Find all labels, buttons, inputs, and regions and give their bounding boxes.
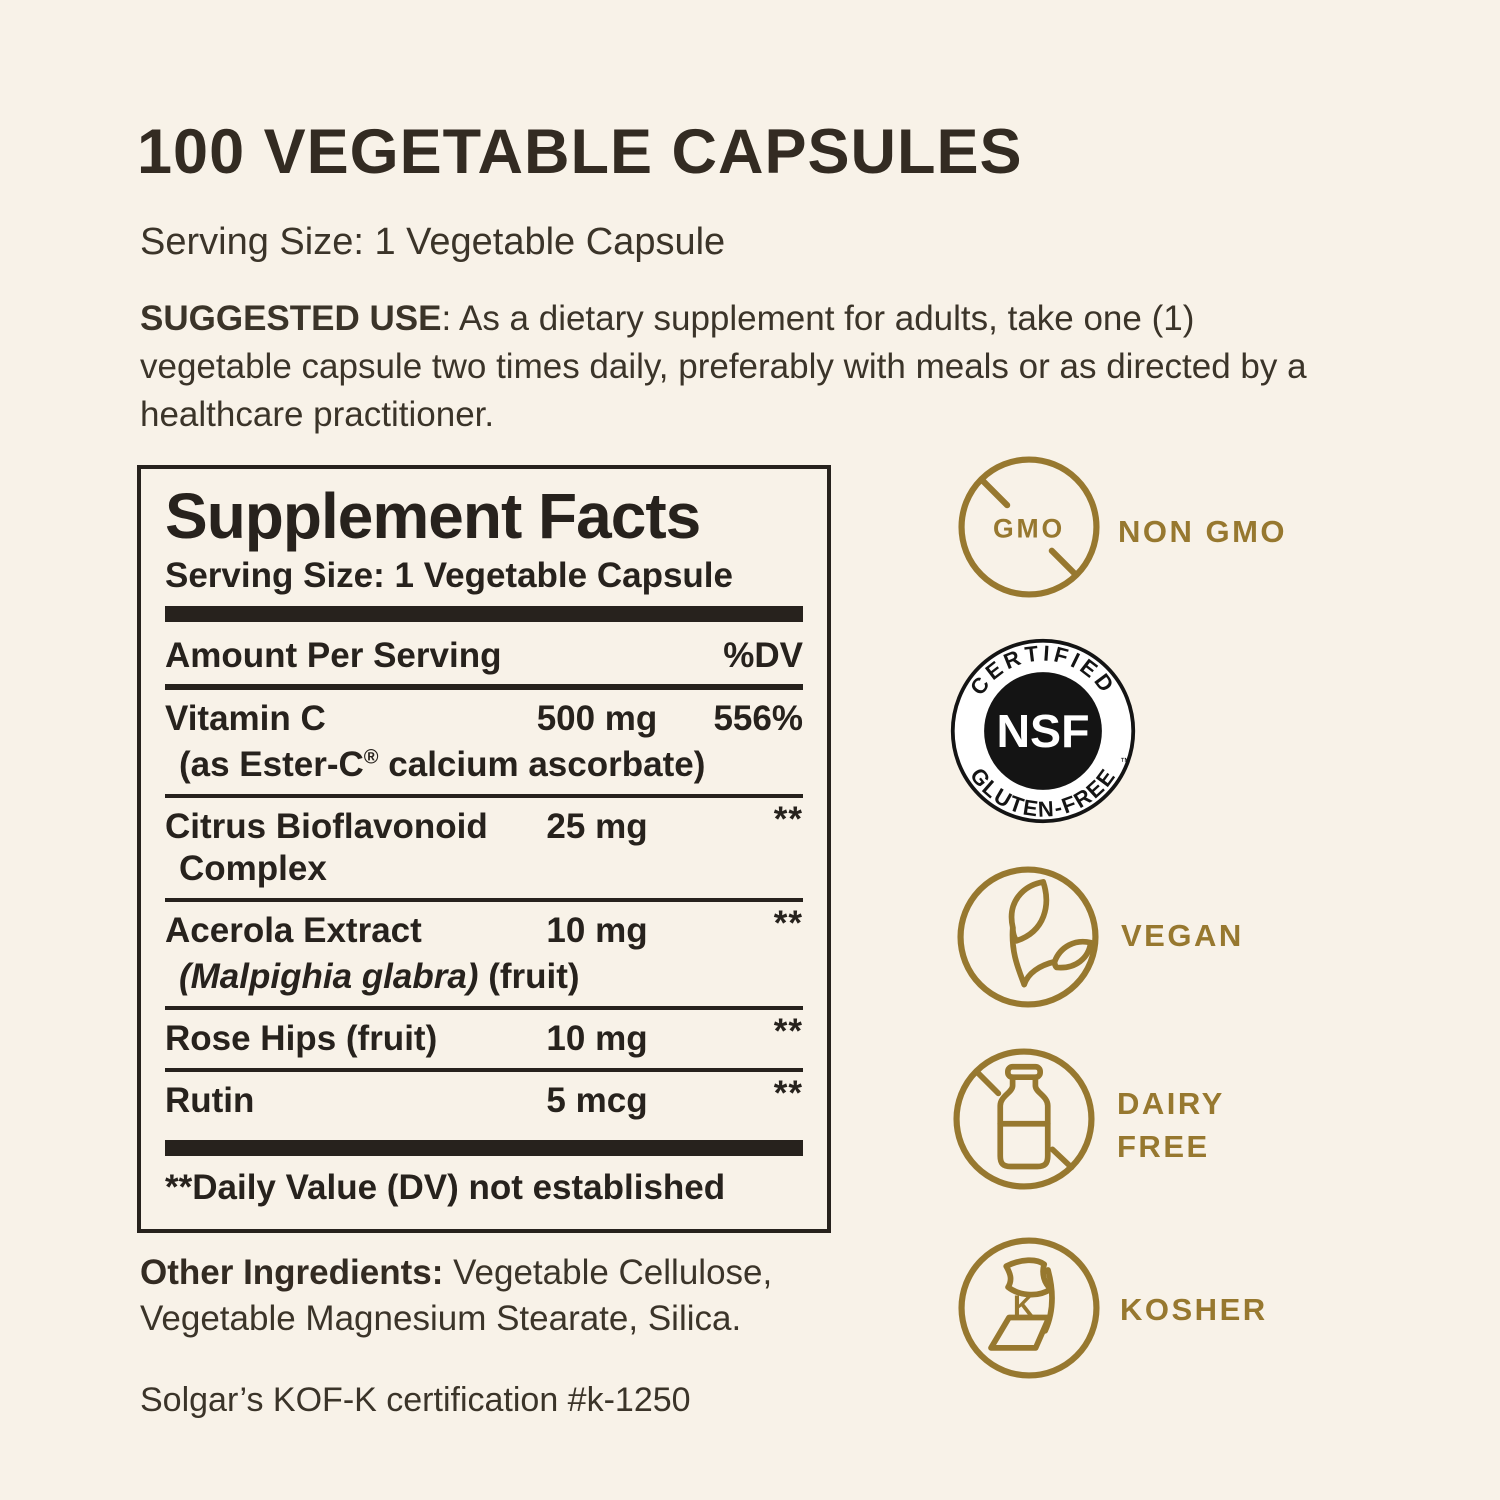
ingredient-name: Vitamin C: [165, 698, 326, 738]
kofk-certification-note: Solgar’s KOF-K certification #k-1250: [140, 1381, 691, 1419]
nsf-trademark: ™: [1120, 757, 1130, 768]
gmo-icon-text: GMO: [993, 513, 1065, 543]
page-title: 100 VEGETABLE CAPSULES: [137, 117, 1023, 187]
vegan-leaves-icon: [957, 866, 1099, 1008]
other-ingredients-label: Other Ingredients:: [140, 1253, 444, 1292]
amount-per-serving-header: Amount Per Serving: [165, 635, 502, 675]
ingredient-dv: **: [773, 1073, 803, 1113]
dv-header: %DV: [723, 635, 803, 675]
divider-medium: [165, 683, 803, 690]
other-ingredients-text: Vegetable Cellulose, Vegetable Magnesium…: [140, 1253, 773, 1338]
serving-size-line: Serving Size: 1 Vegetable Capsule: [140, 221, 726, 263]
table-row-citrus-bioflavonoid: Citrus Bioflavonoid 25 mg ** Complex: [165, 798, 803, 898]
nsf-certified-gluten-free-seal: NSF CERTIFIED GLUTEN-FREE ™: [950, 638, 1136, 824]
dairy-free-bottle-icon: [953, 1048, 1095, 1190]
other-ingredients-paragraph: Other Ingredients: Vegetable Cellulose, …: [140, 1250, 900, 1341]
row-divider: [165, 1067, 803, 1072]
dairy-free-label: DAIRY FREE: [1117, 1083, 1225, 1169]
table-row-vitamin-c: Vitamin C 500 mg 556% (as Ester-C® calci…: [165, 690, 803, 794]
divider-thick: [165, 1139, 803, 1156]
dairy-free-label-line2: FREE: [1117, 1128, 1210, 1164]
divider-thick: [165, 605, 803, 622]
ingredient-name: Acerola Extract: [165, 910, 422, 950]
ingredient-dv: 556%: [713, 698, 803, 738]
facts-serving-size: Serving Size: 1 Vegetable Capsule: [165, 555, 733, 595]
latin-name: (Malpighia glabra): [179, 956, 479, 996]
ingredient-subtext: (Malpighia glabra) (fruit): [179, 956, 580, 996]
row-divider: [165, 793, 803, 798]
table-row-rose-hips: Rose Hips (fruit) 10 mg **: [165, 1010, 803, 1068]
facts-title: Supplement Facts: [165, 480, 701, 552]
table-row-rutin: Rutin 5 mcg **: [165, 1072, 803, 1130]
registered-mark: ®: [363, 746, 379, 769]
ingredient-amount: 10 mg: [546, 1018, 648, 1058]
facts-column-header: Amount Per Serving %DV: [165, 632, 803, 684]
row-divider: [165, 1005, 803, 1010]
ingredient-amount: 10 mg: [546, 910, 648, 950]
kosher-kofk-icon: K: [958, 1237, 1100, 1379]
row-divider: [165, 897, 803, 902]
ingredient-amount: 500 mg: [536, 698, 658, 738]
ingredient-name: Citrus Bioflavonoid: [165, 806, 488, 846]
suggested-use-paragraph: SUGGESTED USE: As a dietary supplement f…: [140, 295, 1330, 439]
dairy-free-label-line1: DAIRY: [1117, 1086, 1225, 1121]
ingredient-name-line2: Complex: [179, 848, 327, 888]
ingredient-name: Rutin: [165, 1080, 255, 1120]
ingredient-amount: 25 mg: [546, 806, 648, 846]
supplement-facts-panel: Supplement Facts Serving Size: 1 Vegetab…: [137, 465, 831, 1233]
ingredient-amount: 5 mcg: [546, 1080, 648, 1120]
gmo-crossed-icon: GMO: [958, 456, 1100, 598]
table-row-acerola-extract: Acerola Extract 10 mg ** (Malpighia glab…: [165, 902, 803, 1006]
suggested-use-label: SUGGESTED USE: [140, 299, 442, 338]
kosher-icon-letter: K: [1013, 1291, 1034, 1323]
ingredient-dv: **: [773, 799, 803, 839]
ingredient-name: Rose Hips (fruit): [165, 1018, 438, 1058]
vegan-label: VEGAN: [1121, 918, 1244, 953]
ingredient-subtext: (as Ester-C® calcium ascorbate): [179, 744, 706, 784]
ingredient-dv: **: [773, 903, 803, 943]
nsf-center-text: NSF: [996, 705, 1089, 757]
non-gmo-label: NON GMO: [1118, 514, 1288, 549]
dv-footnote: **Daily Value (DV) not established: [165, 1167, 726, 1207]
kosher-label: KOSHER: [1120, 1292, 1268, 1327]
suggested-use-text: : As a dietary supplement for adults, ta…: [140, 299, 1307, 434]
ingredient-dv: **: [773, 1011, 803, 1051]
